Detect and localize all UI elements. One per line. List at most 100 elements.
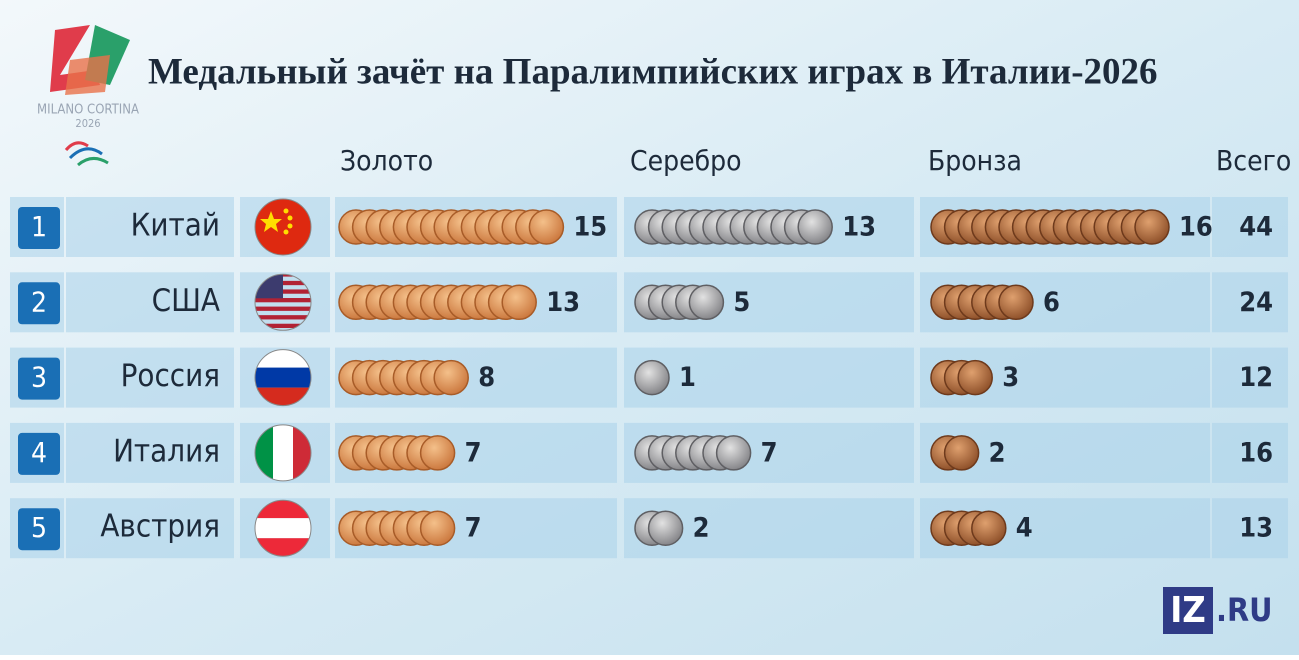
flag-band [255,367,311,388]
coin [528,209,565,245]
flag-star [287,215,293,221]
games-logo: MILANO CORTINA 2026 [37,25,139,167]
flag-band [255,518,311,539]
coin [433,359,469,396]
column-header: Серебро [630,144,742,177]
coin [419,435,456,471]
flag-stripe [255,306,311,311]
coin [688,284,725,321]
silver-coins [634,284,725,321]
flag-rim [254,424,312,482]
rank-box [18,432,60,475]
coin [501,284,537,321]
flag [255,424,311,481]
row-band [66,272,234,333]
bronze-coins [930,209,1170,245]
flag-star [283,208,289,214]
row-band [1212,422,1288,483]
bronze-count: 6 [1043,287,1060,318]
column-header: Бронза [928,144,1022,177]
flag [255,500,311,557]
bronze-coins [930,435,980,471]
flag-star [283,229,289,235]
row-band [66,347,234,408]
rank-box [18,207,60,249]
country: Китай [131,208,220,244]
total: 12 [1239,362,1273,393]
silver-count: 1 [679,362,696,393]
flag-band [255,538,311,557]
bronze-coins [930,510,1007,546]
column-header: Золото [340,144,433,177]
flag-band [255,500,311,519]
flag-band [273,424,293,481]
row-band [1212,197,1288,257]
gold-coins [338,435,456,471]
brand-domain: .RU [1216,591,1272,629]
gold-coins [338,510,456,546]
flag [255,349,311,406]
flag-stripe [255,315,311,320]
coin [797,209,833,245]
silver-count: 2 [693,513,710,544]
rank: 4 [31,436,47,469]
flag-star [287,223,293,229]
bronze-count: 3 [1002,362,1019,393]
gold-count: 7 [465,513,482,544]
coin [1134,209,1170,245]
country: США [152,283,220,319]
flag-rim [254,499,312,557]
row-band [1212,272,1288,333]
coin [998,284,1034,321]
rank: 1 [31,210,47,243]
row-band [66,197,234,257]
silver-count: 13 [842,212,876,243]
bronze-coins [930,359,993,396]
coin [715,435,752,471]
flag-rim [254,349,312,407]
coin [971,510,1007,546]
row-band [66,422,234,483]
flag-band [255,424,273,481]
coin [634,359,670,396]
brand: IZ .RU [1163,587,1272,634]
row-band [66,498,234,559]
brand-name: IZ [1170,590,1206,631]
flag-rim [254,198,312,256]
silver-count: 7 [761,437,778,468]
coin [943,435,980,471]
flag-band [255,387,311,406]
gold-count: 15 [573,212,607,243]
country: Россия [121,358,220,394]
bronze-count: 16 [1179,212,1213,243]
total: 44 [1239,212,1273,243]
flag-band [293,424,311,481]
flag-rim [254,273,312,331]
rank: 5 [31,511,47,544]
total: 16 [1239,437,1273,468]
flag-stripe [255,298,311,303]
flag-star [260,211,282,232]
gold-coins [338,359,469,396]
gold-count: 7 [465,437,482,468]
row-band [1212,498,1288,559]
rank-box [18,508,60,551]
coin [419,510,456,546]
silver-coins [634,359,670,396]
silver-coins [634,510,684,546]
flag-stripe [255,323,311,329]
rank-box [18,357,60,400]
flag [255,199,311,255]
rank-box [18,282,60,325]
logo-year: 2026 [75,117,100,130]
gold-coins [338,284,537,321]
country: Австрия [100,509,220,545]
title: Медальный зачёт на Паралимпийских играх … [148,51,1158,92]
silver-coins [634,435,752,471]
gold-count: 13 [546,287,580,318]
gold-count: 8 [478,362,495,393]
logo-name: MILANO CORTINA [37,103,139,118]
gold-coins [338,209,565,245]
flag-band [255,349,311,368]
